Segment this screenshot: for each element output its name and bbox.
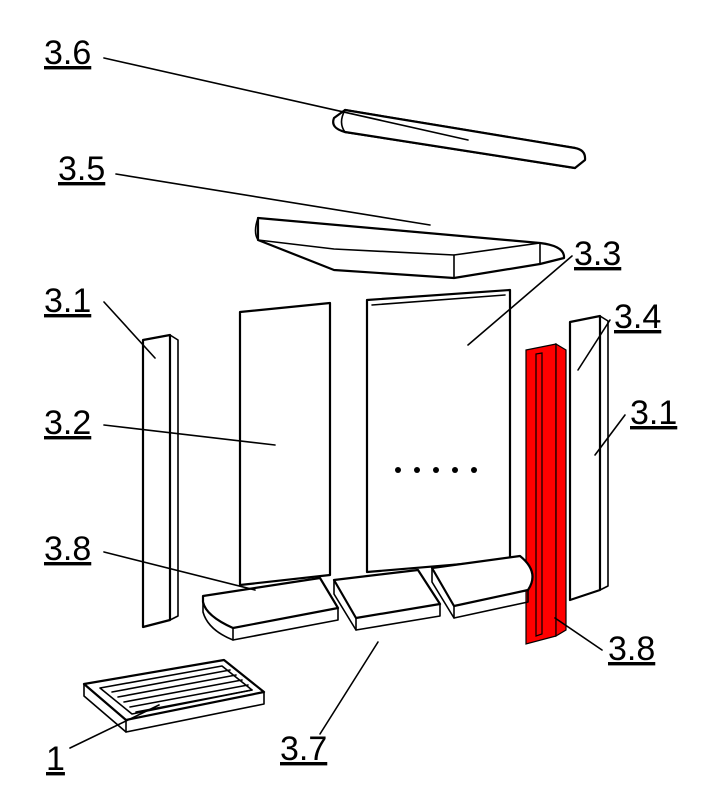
label-p1: 1	[46, 740, 65, 778]
label-p38a: 3.8	[44, 530, 91, 568]
exploded-diagram: 1 3.1 3.1 3.2 3.3 3.4 3.5 3.6 3.7 3.8 3.8	[0, 0, 721, 787]
part-3-8-left	[203, 578, 338, 640]
part-1-grate-tray	[84, 660, 264, 732]
label-p37: 3.7	[280, 730, 327, 768]
label-p31a: 3.1	[44, 282, 91, 320]
part-3-3-back-panel	[367, 290, 510, 572]
label-p32: 3.2	[44, 404, 91, 442]
label-p34: 3.4	[614, 298, 661, 336]
part-3-8-right	[432, 556, 533, 618]
part-3-1-left-side-panel	[143, 335, 178, 627]
part-3-7-center	[334, 570, 440, 630]
part-3-1-right-highlighted	[526, 344, 566, 644]
part-3-2-left-inner-panel	[240, 303, 330, 585]
label-p31b: 3.1	[630, 394, 677, 432]
label-p36: 3.6	[44, 34, 91, 72]
label-p33: 3.3	[574, 235, 621, 273]
part-3-4-right-outer-panel	[570, 316, 608, 600]
label-p38b: 3.8	[608, 630, 655, 668]
label-p35: 3.5	[58, 150, 105, 188]
part-3-5-deflector	[256, 218, 565, 278]
